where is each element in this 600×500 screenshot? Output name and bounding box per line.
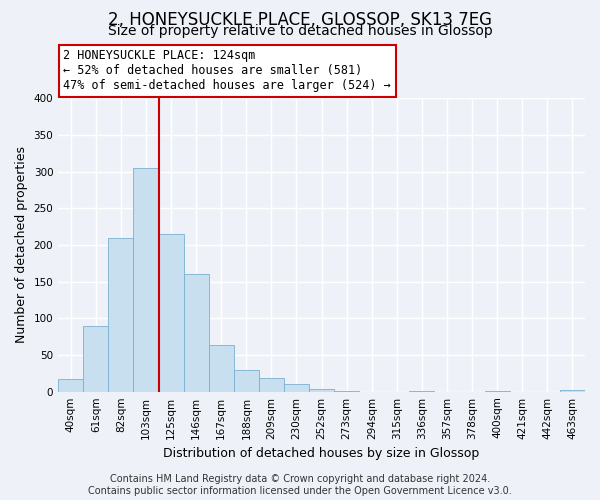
Bar — [209, 346, 234, 392]
Bar — [83, 326, 109, 392]
Bar — [58, 379, 83, 392]
X-axis label: Distribution of detached houses by size in Glossop: Distribution of detached houses by size … — [163, 447, 480, 460]
Bar — [409, 391, 434, 392]
Text: 2, HONEYSUCKLE PLACE, GLOSSOP, SK13 7EG: 2, HONEYSUCKLE PLACE, GLOSSOP, SK13 7EG — [108, 11, 492, 29]
Text: Contains HM Land Registry data © Crown copyright and database right 2024.
Contai: Contains HM Land Registry data © Crown c… — [88, 474, 512, 496]
Bar — [184, 274, 209, 392]
Y-axis label: Number of detached properties: Number of detached properties — [15, 146, 28, 344]
Text: Size of property relative to detached houses in Glossop: Size of property relative to detached ho… — [107, 24, 493, 38]
Bar — [560, 390, 585, 392]
Bar — [109, 238, 133, 392]
Bar — [309, 388, 334, 392]
Bar — [259, 378, 284, 392]
Bar — [485, 391, 510, 392]
Bar — [234, 370, 259, 392]
Bar — [284, 384, 309, 392]
Bar — [133, 168, 158, 392]
Text: 2 HONEYSUCKLE PLACE: 124sqm
← 52% of detached houses are smaller (581)
47% of se: 2 HONEYSUCKLE PLACE: 124sqm ← 52% of det… — [64, 50, 391, 92]
Bar — [158, 234, 184, 392]
Bar — [334, 391, 359, 392]
